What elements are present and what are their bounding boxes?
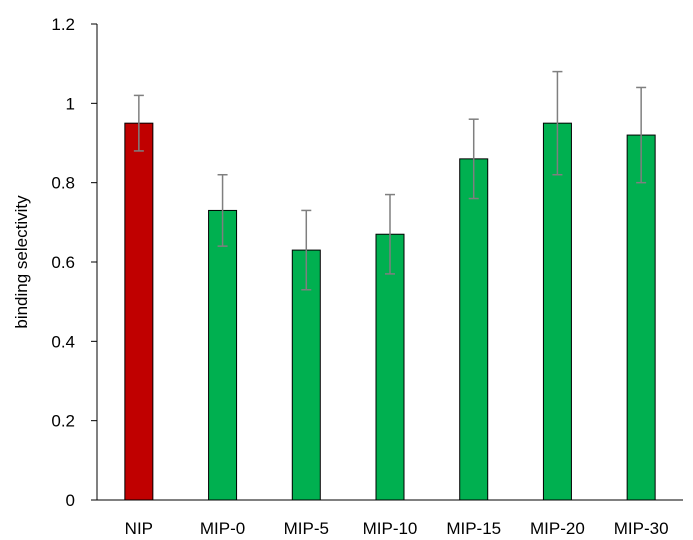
error-bar-mip-5 bbox=[301, 209, 312, 291]
error-bar-nip bbox=[133, 94, 144, 152]
bar-nip bbox=[124, 122, 154, 501]
x-category-label: MIP-30 bbox=[614, 519, 669, 538]
y-tick-label: 0.8 bbox=[51, 174, 75, 193]
bar-mip-10 bbox=[375, 233, 405, 501]
y-axis-title: binding selectivity bbox=[12, 195, 31, 329]
error-bar-mip-10 bbox=[385, 193, 395, 275]
y-tick-label: 0.6 bbox=[51, 253, 75, 272]
error-bar-mip-30 bbox=[636, 86, 647, 184]
bars-group bbox=[124, 122, 656, 501]
y-tick-label: 0.4 bbox=[51, 332, 75, 351]
x-category-label: MIP-10 bbox=[363, 519, 418, 538]
error-bar-mip-15 bbox=[468, 118, 479, 200]
y-tick-label: 0 bbox=[66, 491, 75, 510]
bar-mip-30 bbox=[626, 134, 656, 501]
x-axis-labels: NIP MIP-0 MIP-5 MIP-10 MIP-15 MIP-20 MIP-30 bbox=[125, 519, 669, 538]
bar-mip-20 bbox=[542, 122, 572, 501]
y-tick-label: 0.2 bbox=[51, 412, 75, 431]
x-category-label: MIP-0 bbox=[200, 519, 245, 538]
x-category-label: NIP bbox=[125, 519, 153, 538]
x-category-label: MIP-20 bbox=[530, 519, 585, 538]
x-category-label: MIP-15 bbox=[446, 519, 501, 538]
error-bar-mip-0 bbox=[217, 173, 228, 247]
y-tick-label: 1 bbox=[66, 94, 75, 113]
bar-mip-0 bbox=[208, 209, 238, 501]
error-bars-group bbox=[133, 70, 647, 291]
bar-mip-15 bbox=[459, 158, 489, 501]
y-tick-label: 1.2 bbox=[51, 15, 75, 34]
error-bar-mip-20 bbox=[552, 70, 563, 176]
y-axis-ticks: 0 0.2 0.4 0.6 0.8 1 1.2 bbox=[51, 15, 97, 510]
x-category-label: MIP-5 bbox=[284, 519, 329, 538]
